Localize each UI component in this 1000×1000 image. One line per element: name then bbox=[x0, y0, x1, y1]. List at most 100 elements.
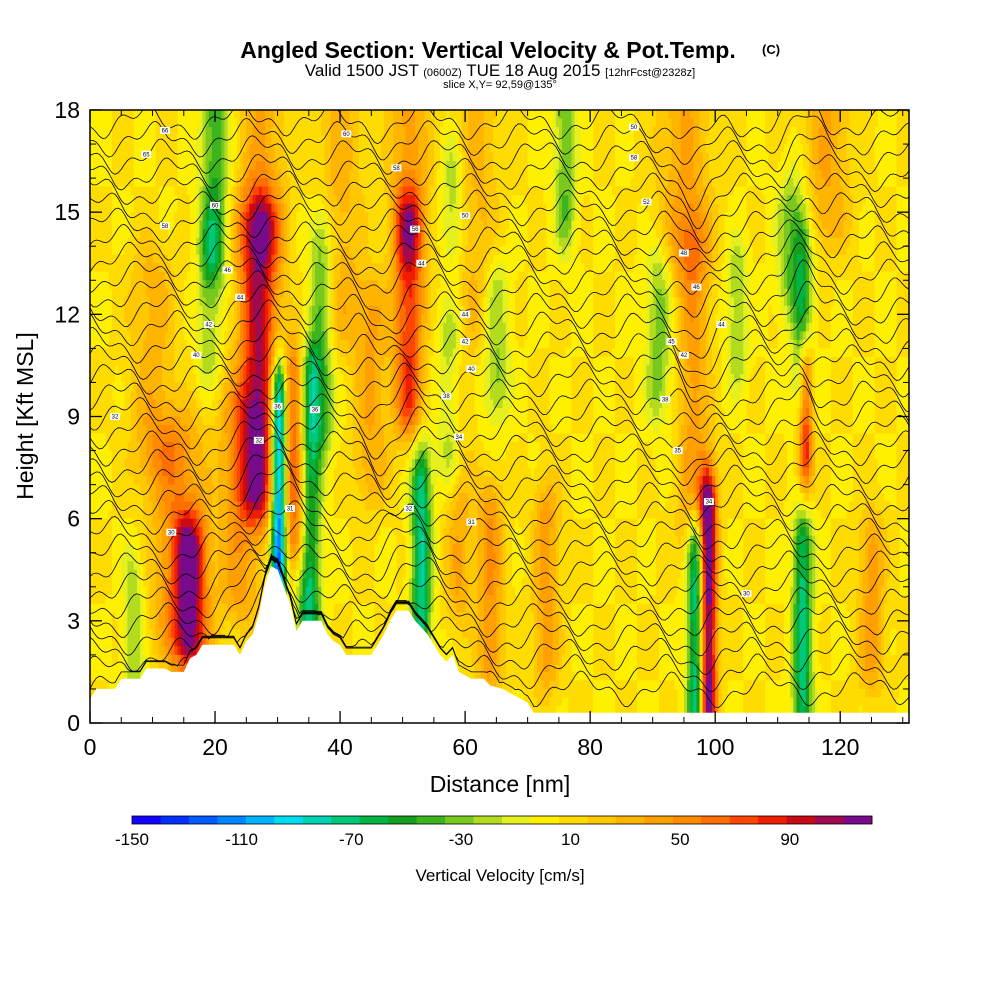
velocity-cell bbox=[346, 152, 351, 162]
velocity-cell bbox=[355, 186, 360, 196]
velocity-cell bbox=[518, 186, 522, 196]
velocity-cell bbox=[421, 195, 426, 205]
velocity-cell bbox=[646, 110, 651, 120]
velocity-cell bbox=[165, 135, 169, 145]
velocity-cell bbox=[774, 161, 779, 171]
velocity-cell bbox=[133, 118, 138, 128]
velocity-cell bbox=[693, 152, 698, 162]
velocity-cell bbox=[702, 118, 707, 128]
velocity-cell bbox=[121, 110, 125, 120]
velocity-cell bbox=[724, 169, 729, 179]
velocity-cell bbox=[305, 195, 310, 205]
velocity-cell bbox=[296, 161, 301, 171]
velocity-cell bbox=[496, 127, 501, 137]
velocity-cell bbox=[799, 178, 804, 188]
velocity-cell bbox=[224, 110, 229, 120]
velocity-cell bbox=[415, 195, 419, 205]
velocity-cell bbox=[249, 144, 254, 154]
velocity-cell bbox=[233, 110, 238, 120]
velocity-cell bbox=[458, 152, 463, 162]
velocity-cell bbox=[205, 135, 210, 145]
velocity-cell bbox=[737, 110, 741, 120]
velocity-cell bbox=[793, 152, 798, 162]
velocity-cell bbox=[408, 152, 413, 162]
velocity-cell bbox=[646, 135, 651, 145]
velocity-cell bbox=[499, 161, 504, 171]
velocity-cell bbox=[146, 144, 150, 154]
velocity-cell bbox=[293, 195, 297, 205]
velocity-cell bbox=[583, 118, 588, 128]
velocity-cell bbox=[111, 186, 116, 196]
velocity-cell bbox=[493, 161, 497, 171]
velocity-cell bbox=[402, 186, 407, 196]
velocity-cell bbox=[218, 127, 222, 137]
velocity-cell bbox=[640, 135, 644, 145]
velocity-cell bbox=[127, 135, 132, 145]
velocity-cell bbox=[680, 110, 685, 120]
velocity-cell bbox=[108, 186, 113, 196]
velocity-cell bbox=[855, 186, 860, 196]
velocity-cell bbox=[543, 118, 547, 128]
velocity-cell bbox=[465, 135, 469, 145]
velocity-cell bbox=[461, 169, 466, 179]
velocity-cell bbox=[752, 110, 757, 120]
velocity-cell bbox=[333, 135, 338, 145]
velocity-cell bbox=[427, 135, 432, 145]
velocity-cell bbox=[783, 135, 788, 145]
velocity-cell bbox=[252, 195, 257, 205]
velocity-cell bbox=[246, 178, 251, 188]
velocity-cell bbox=[343, 118, 347, 128]
velocity-cell bbox=[246, 144, 251, 154]
velocity-cell bbox=[855, 135, 860, 145]
velocity-cell bbox=[671, 161, 676, 171]
velocity-cell bbox=[377, 110, 382, 120]
velocity-cell bbox=[327, 178, 332, 188]
velocity-cell bbox=[483, 135, 488, 145]
velocity-cell bbox=[580, 144, 585, 154]
velocity-cell bbox=[165, 110, 169, 120]
velocity-cell bbox=[402, 169, 407, 179]
velocity-cell bbox=[318, 178, 322, 188]
velocity-cell bbox=[171, 161, 175, 171]
velocity-cell bbox=[202, 178, 207, 188]
velocity-cell bbox=[562, 118, 566, 128]
velocity-cell bbox=[255, 135, 260, 145]
velocity-cell bbox=[333, 152, 338, 162]
velocity-cell bbox=[105, 169, 110, 179]
velocity-cell bbox=[343, 195, 347, 205]
velocity-cell bbox=[436, 178, 441, 188]
velocity-cell bbox=[380, 110, 385, 120]
velocity-cell bbox=[240, 110, 244, 120]
velocity-cell bbox=[180, 152, 185, 162]
velocity-cell bbox=[902, 178, 907, 188]
velocity-cell bbox=[318, 110, 322, 120]
velocity-cell bbox=[421, 152, 426, 162]
velocity-cell bbox=[655, 118, 660, 128]
velocity-cell bbox=[496, 144, 501, 154]
velocity-cell bbox=[705, 127, 710, 137]
velocity-cell bbox=[405, 169, 410, 179]
velocity-cell bbox=[93, 169, 97, 179]
velocity-cell bbox=[737, 178, 741, 188]
velocity-cell bbox=[405, 161, 410, 171]
velocity-cell bbox=[205, 169, 210, 179]
velocity-cell bbox=[524, 118, 529, 128]
velocity-cell bbox=[443, 169, 447, 179]
velocity-cell bbox=[783, 152, 788, 162]
velocity-cell bbox=[196, 178, 201, 188]
velocity-cell bbox=[311, 186, 316, 196]
velocity-cell bbox=[680, 178, 685, 188]
velocity-cell bbox=[674, 152, 679, 162]
velocity-cell bbox=[277, 127, 282, 137]
velocity-cell bbox=[246, 152, 251, 162]
velocity-cell bbox=[477, 127, 482, 137]
velocity-cell bbox=[418, 118, 422, 128]
velocity-cell bbox=[896, 118, 901, 128]
velocity-cell bbox=[515, 144, 519, 154]
velocity-cell bbox=[655, 178, 660, 188]
velocity-cell bbox=[499, 152, 504, 162]
velocity-cell bbox=[121, 152, 125, 162]
velocity-cell bbox=[430, 110, 435, 120]
velocity-cell bbox=[358, 178, 363, 188]
velocity-cell bbox=[318, 135, 322, 145]
